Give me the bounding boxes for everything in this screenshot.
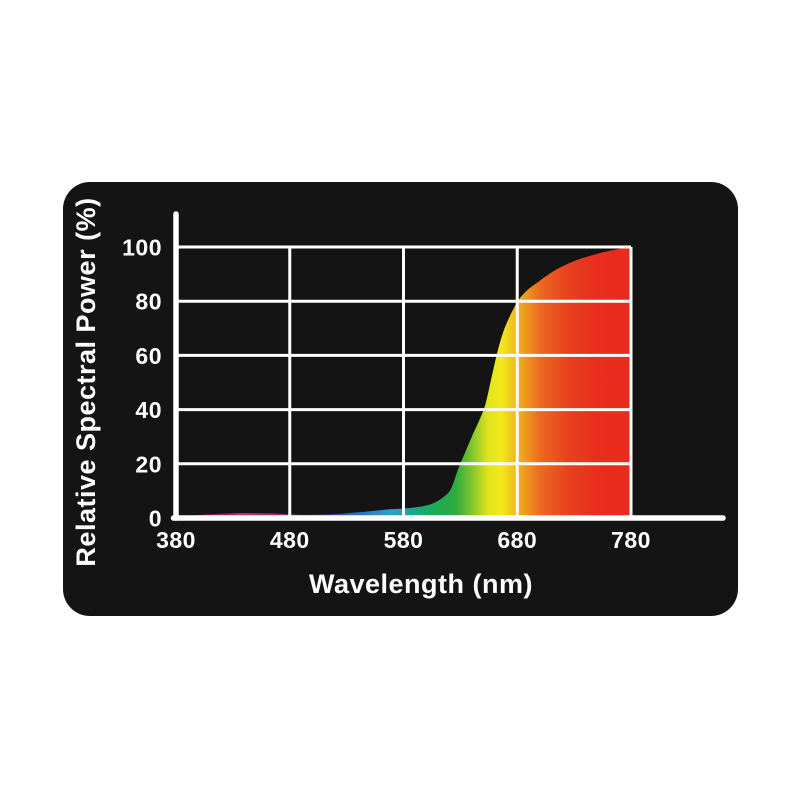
x-tick-label: 580 (384, 527, 424, 553)
gridline-layer (176, 245, 633, 518)
x-tick-label: 780 (611, 527, 651, 553)
y-tick-label: 80 (135, 289, 162, 315)
y-tick-label: 20 (135, 451, 162, 477)
x-tick-label: 480 (270, 527, 310, 553)
x-tick-label: 380 (156, 527, 196, 553)
y-tick-label: 40 (135, 397, 162, 423)
y-axis-title: Relative Spectral Power (%) (71, 197, 101, 566)
tick-label-layer: 380 480 580 680 780 0 20 40 60 80 100 (122, 235, 651, 554)
axis-layer (170, 211, 726, 521)
y-tick-label: 100 (122, 235, 162, 261)
x-axis-title: Wavelength (nm) (309, 569, 533, 599)
x-tick-label: 680 (497, 527, 537, 553)
y-tick-label: 60 (135, 343, 162, 369)
spectral-power-chart: 380 480 580 680 780 0 20 40 60 80 100 Wavelength (… (71, 197, 726, 599)
spectrum-card: 380 480 580 680 780 0 20 40 60 80 100 Wavelength (… (63, 182, 738, 616)
y-tick-label: 0 (149, 506, 162, 532)
